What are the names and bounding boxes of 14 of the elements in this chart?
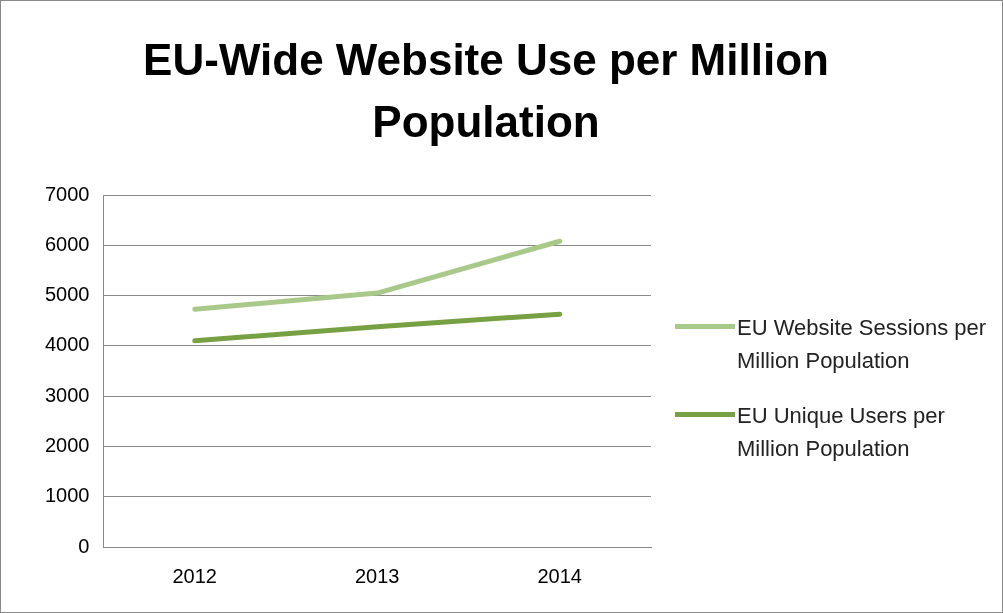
x-tick-label: 2012 — [172, 564, 217, 587]
y-tick-label: 0 — [78, 534, 90, 557]
x-tick-label: 2013 — [355, 564, 400, 587]
legend-label: EU Website Sessions per Million Population — [737, 314, 987, 375]
y-tick-label: 4000 — [44, 333, 90, 356]
y-tick-label: 6000 — [44, 232, 90, 255]
legend-label: EU Unique Users per Million Population — [737, 402, 946, 463]
y-tick-label: 1000 — [44, 484, 90, 507]
y-tick-label: 2000 — [44, 433, 90, 456]
x-tick-label: 2014 — [537, 564, 582, 587]
y-tick-label: 3000 — [44, 383, 90, 406]
y-tick-label: 5000 — [44, 283, 90, 306]
y-tick-label: 7000 — [44, 182, 90, 205]
chart-title: EU-Wide Website Use per Million Population — [142, 34, 830, 148]
